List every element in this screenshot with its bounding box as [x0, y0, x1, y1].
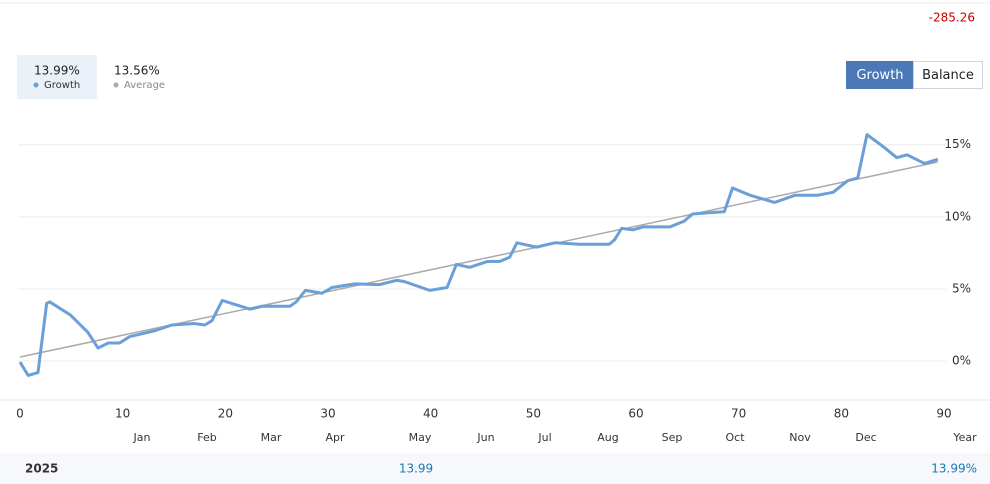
x-tick-label: 0 [16, 407, 24, 421]
x-tick-label: 50 [526, 407, 541, 421]
growth-line [18, 133, 939, 377]
x-tick-label: 10 [115, 407, 130, 421]
footer-value: 13.99 [399, 462, 433, 476]
footer-bg [0, 453, 990, 484]
x-tick-label: 70 [731, 407, 746, 421]
legend-swatch [33, 82, 39, 88]
month-label: Apr [325, 431, 345, 444]
y-tick-label: 10% [944, 209, 971, 223]
period-label: Year [952, 431, 977, 444]
month-label: Aug [597, 431, 618, 444]
legend-name: Growth [44, 80, 80, 91]
average-line [19, 161, 938, 358]
footer-year: 2025 [25, 462, 58, 476]
month-label: Jul [537, 431, 551, 444]
month-label: Mar [261, 431, 282, 444]
month-label: Dec [855, 431, 876, 444]
month-label: Jun [476, 431, 494, 444]
y-tick-label: 0% [952, 354, 971, 368]
legend-value: 13.56% [114, 64, 160, 78]
legend-swatch [113, 82, 119, 88]
month-label: Sep [662, 431, 683, 444]
tab-growth[interactable]: Growth [846, 61, 914, 89]
footer-total: 13.99% [931, 462, 977, 476]
month-label: Oct [725, 431, 745, 444]
x-tick-label: 30 [320, 407, 335, 421]
x-tick-label: 80 [834, 407, 849, 421]
month-label: May [409, 431, 432, 444]
month-label: Nov [789, 431, 811, 444]
x-tick-label: 60 [628, 407, 643, 421]
x-tick-label: 90 [936, 407, 951, 421]
tab-balance[interactable]: Balance [913, 61, 983, 89]
balance-change: -285.26 [929, 11, 975, 25]
y-tick-label: 15% [944, 137, 971, 151]
y-tick-label: 5% [952, 281, 971, 295]
x-tick-label: 20 [218, 407, 233, 421]
legend-name: Average [124, 80, 165, 91]
month-label: Feb [197, 431, 216, 444]
month-label: Jan [133, 431, 151, 444]
x-tick-label: 40 [423, 407, 438, 421]
legend-active-bg [17, 55, 97, 99]
legend-value: 13.99% [34, 64, 80, 78]
